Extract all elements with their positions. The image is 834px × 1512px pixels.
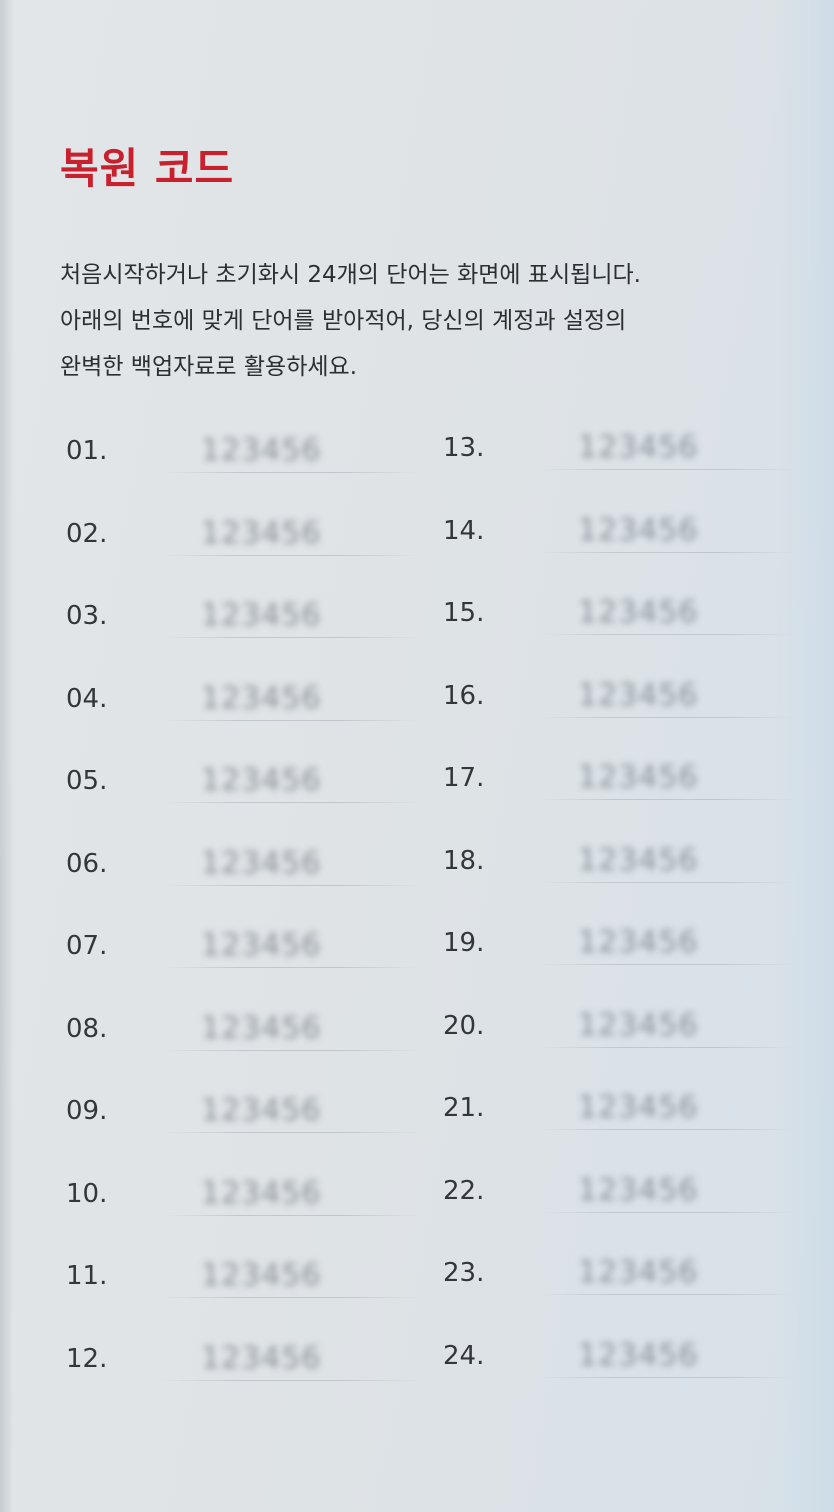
description-line: 완벽한 백업자료로 활용하세요. <box>60 354 358 380</box>
word-underline <box>538 634 798 635</box>
description-line: 처음시작하거나 초기화시 24개의 단어는 화면에 표시됩니다. <box>60 262 641 288</box>
word-underline <box>538 717 798 718</box>
word-underline <box>538 1212 798 1213</box>
recovery-word-blurred: 123456 <box>578 760 699 795</box>
word-underline <box>161 1050 421 1051</box>
recovery-word-blurred: 123456 <box>201 928 322 963</box>
word-number: 03. <box>66 601 108 631</box>
word-underline <box>161 1297 421 1298</box>
recovery-word-blurred: 123456 <box>578 1090 699 1125</box>
word-underline <box>538 882 798 883</box>
recovery-word-blurred: 123456 <box>201 1258 322 1293</box>
word-number: 08. <box>66 1014 108 1044</box>
word-underline <box>538 799 798 800</box>
description-line: 아래의 번호에 맞게 단어를 받아적어, 당신의 계정과 설정의 <box>60 308 627 334</box>
word-underline <box>538 1294 798 1295</box>
word-underline <box>538 964 798 965</box>
word-underline <box>538 1047 798 1048</box>
word-number: 01. <box>66 436 108 466</box>
word-underline <box>161 967 421 968</box>
recovery-word-blurred: 123456 <box>578 513 699 548</box>
word-number: 17. <box>443 763 485 793</box>
recovery-word-blurred: 123456 <box>578 1173 699 1208</box>
word-number: 16. <box>443 681 485 711</box>
recovery-word-blurred: 123456 <box>201 1341 322 1376</box>
word-number: 09. <box>66 1096 108 1126</box>
word-number: 04. <box>66 684 108 714</box>
recovery-word-blurred: 123456 <box>578 1338 699 1373</box>
word-number: 22. <box>443 1176 485 1206</box>
word-number: 05. <box>66 766 108 796</box>
word-number: 14. <box>443 516 485 546</box>
recovery-word-blurred: 123456 <box>578 925 699 960</box>
card-title: 복원 코드 <box>60 144 235 193</box>
word-underline <box>161 720 421 721</box>
recovery-word-blurred: 123456 <box>578 430 699 465</box>
word-number: 12. <box>66 1344 108 1374</box>
word-number: 24. <box>443 1341 485 1371</box>
word-underline <box>161 802 421 803</box>
word-number: 20. <box>443 1011 485 1041</box>
recovery-word-blurred: 123456 <box>201 433 322 468</box>
word-number: 06. <box>66 849 108 879</box>
word-number: 23. <box>443 1258 485 1288</box>
word-underline <box>161 1132 421 1133</box>
word-number: 11. <box>66 1261 108 1291</box>
recovery-word-blurred: 123456 <box>201 1176 322 1211</box>
word-number: 10. <box>66 1179 108 1209</box>
recovery-word-blurred: 123456 <box>201 681 322 716</box>
word-number: 07. <box>66 931 108 961</box>
word-underline <box>161 555 421 556</box>
recovery-word-blurred: 123456 <box>578 1255 699 1290</box>
word-number: 15. <box>443 598 485 628</box>
word-number: 19. <box>443 928 485 958</box>
word-underline <box>161 637 421 638</box>
word-underline <box>161 885 421 886</box>
recovery-word-blurred: 123456 <box>201 516 322 551</box>
word-number: 13. <box>443 433 485 463</box>
recovery-word-blurred: 123456 <box>201 763 322 798</box>
recovery-word-blurred: 123456 <box>201 1011 322 1046</box>
word-underline <box>161 472 421 473</box>
word-underline <box>538 552 798 553</box>
word-number: 02. <box>66 519 108 549</box>
word-underline <box>161 1215 421 1216</box>
word-number: 21. <box>443 1093 485 1123</box>
recovery-word-blurred: 123456 <box>578 1008 699 1043</box>
recovery-word-blurred: 123456 <box>578 678 699 713</box>
recovery-word-blurred: 123456 <box>578 843 699 878</box>
word-underline <box>161 1380 421 1381</box>
word-underline <box>538 469 798 470</box>
recovery-word-blurred: 123456 <box>201 598 322 633</box>
recovery-word-blurred: 123456 <box>201 1093 322 1128</box>
word-underline <box>538 1129 798 1130</box>
recovery-word-blurred: 123456 <box>201 846 322 881</box>
card-description: 처음시작하거나 초기화시 24개의 단어는 화면에 표시됩니다. 아래의 번호에… <box>60 252 760 390</box>
word-underline <box>538 1377 798 1378</box>
word-number: 18. <box>443 846 485 876</box>
recovery-word-blurred: 123456 <box>578 595 699 630</box>
